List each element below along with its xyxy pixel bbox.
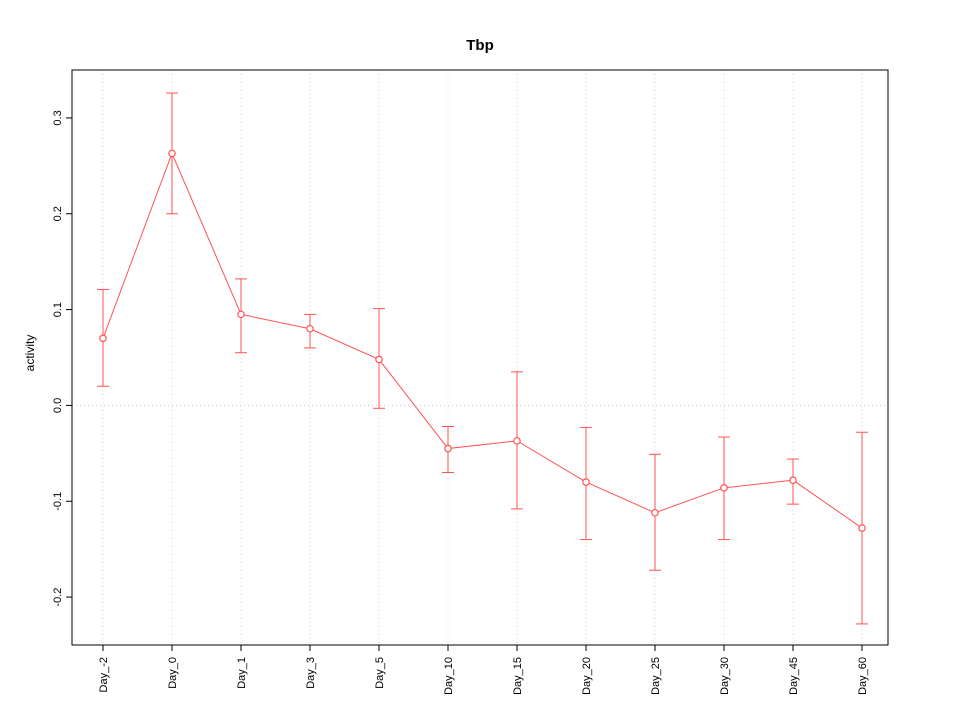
data-point [237, 310, 245, 319]
data-point [651, 508, 659, 517]
data-point [582, 478, 590, 486]
x-tick-label: Day_30 [719, 657, 731, 695]
y-tick-label: -0.2 [52, 588, 64, 607]
data-point [99, 334, 107, 343]
series-line [102, 152, 863, 529]
data-point [858, 524, 866, 532]
x-tick-label: Day_20 [581, 657, 593, 695]
y-tick-label: 0.1 [52, 302, 64, 317]
data-point [720, 484, 728, 492]
data-point [306, 324, 314, 333]
x-tick-label: Day_15 [512, 657, 524, 695]
x-tick-label: Day_3 [305, 657, 317, 689]
x-tick-label: Day_60 [857, 657, 869, 695]
x-tick-label: Day_45 [788, 657, 800, 695]
data-point [789, 476, 797, 484]
x-tick-label: Day_25 [650, 657, 662, 695]
x-tick-label: Day_-2 [98, 657, 110, 692]
plot-box [71, 69, 889, 646]
x-tick-label: Day_0 [167, 657, 179, 689]
y-tick-label: 0.2 [52, 206, 64, 221]
y-tick-label: -0.1 [52, 492, 64, 511]
x-tick-label: Day_5 [374, 657, 386, 689]
chart-title: Tbp [466, 37, 494, 54]
data-point [168, 149, 176, 158]
y-tick-label: 0.0 [52, 398, 64, 413]
data-point [375, 355, 383, 364]
y-tick-label: 0.3 [52, 110, 64, 125]
x-tick-label: Day_1 [236, 657, 248, 689]
x-tick-label: Day_10 [443, 657, 455, 695]
data-point [513, 437, 521, 445]
data-point [444, 444, 452, 453]
